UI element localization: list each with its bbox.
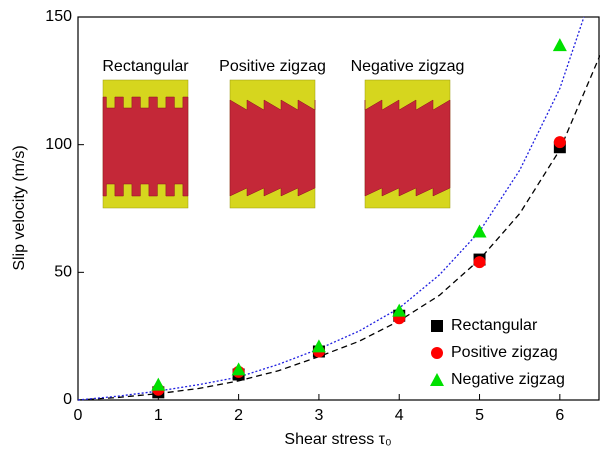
y-tick-label: 100: [45, 136, 72, 153]
y-tick-label: 0: [63, 391, 72, 408]
x-tick-label: 3: [314, 407, 323, 424]
legend-label: Negative zigzag: [451, 371, 565, 388]
y-tick-label: 50: [54, 264, 72, 281]
legend-label: Rectangular: [451, 317, 538, 334]
x-axis-label: Shear stress τ₀: [284, 431, 391, 448]
x-tick-label: 1: [154, 407, 163, 424]
inset-label: Rectangular: [102, 58, 189, 75]
marker-square: [431, 320, 443, 332]
y-tick-label: 150: [45, 8, 72, 25]
marker-triangle: [430, 373, 444, 386]
inset-liquid: [229, 99, 316, 197]
fit-curve: [77, 16, 585, 401]
marker-triangle: [472, 224, 487, 238]
x-tick-label: 6: [555, 407, 564, 424]
x-tick-label: 0: [74, 407, 83, 424]
marker-circle: [431, 347, 443, 359]
marker-triangle: [552, 38, 567, 52]
marker-triangle: [231, 362, 246, 376]
x-tick-label: 5: [475, 407, 484, 424]
plot-frame: [77, 16, 600, 401]
inset-label: Negative zigzag: [351, 58, 465, 75]
x-tick-label: 2: [234, 407, 243, 424]
marker-circle: [553, 136, 566, 149]
legend-label: Positive zigzag: [451, 344, 558, 361]
x-tick-label: 4: [395, 407, 404, 424]
inset-liquid: [102, 96, 189, 197]
marker-triangle: [151, 377, 166, 391]
inset-label: Positive zigzag: [219, 58, 326, 75]
y-axis-label: Slip velocity (m/s): [11, 145, 28, 270]
inset-liquid: [364, 99, 451, 197]
marker-triangle: [311, 339, 326, 353]
marker-triangle: [392, 303, 407, 317]
marker-circle: [473, 256, 486, 269]
